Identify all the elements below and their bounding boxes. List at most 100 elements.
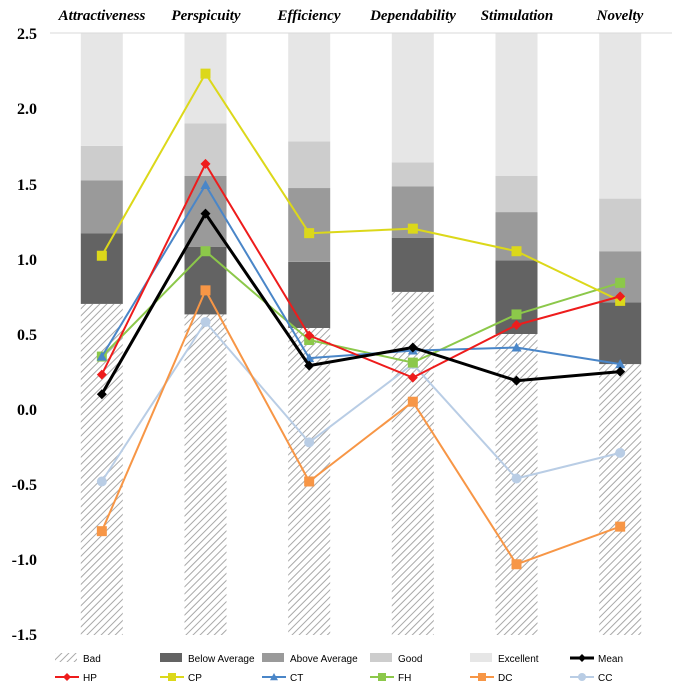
legend-item-ct: CT — [262, 673, 303, 684]
data-point — [511, 342, 522, 352]
data-point — [407, 223, 418, 234]
category-label: Novelty — [596, 8, 644, 24]
series-line-cc — [100, 321, 621, 483]
data-point — [407, 342, 418, 353]
data-point — [304, 228, 315, 239]
data-point — [304, 360, 315, 371]
data-point — [615, 277, 626, 288]
y-tick-label: -1.5 — [12, 627, 37, 644]
legend-label: Above Average — [290, 654, 358, 665]
legend-label: CT — [290, 673, 303, 684]
bar-good — [391, 162, 434, 187]
bar-excellent — [80, 33, 123, 146]
legend-item-cp: CP — [160, 673, 202, 684]
y-tick-label: 2.5 — [17, 26, 37, 43]
legend-item-hp: HP — [55, 673, 97, 684]
legend-item-dc: DC — [470, 673, 512, 684]
data-point — [407, 372, 418, 383]
category-label: Stimulation — [481, 8, 554, 24]
data-point — [478, 673, 486, 681]
legend-label: FH — [398, 673, 411, 684]
data-point — [168, 673, 176, 681]
data-point — [96, 369, 107, 380]
legend-label: Mean — [598, 654, 623, 665]
data-point — [615, 447, 626, 458]
data-point — [200, 246, 211, 257]
category-label: Dependability — [369, 8, 456, 24]
data-point — [615, 359, 626, 369]
legend-label: Bad — [83, 654, 101, 665]
y-axis: 2.5 2.0 1.5 1.0 0.5 0.0 -0.5 -1.0 -1.5 — [12, 26, 37, 644]
bar-excellent — [495, 33, 538, 176]
data-point — [511, 375, 522, 386]
bar-good — [80, 145, 123, 181]
data-point — [63, 673, 71, 681]
data-point — [96, 526, 107, 537]
legend-swatch — [262, 653, 284, 662]
data-point — [578, 654, 586, 662]
data-point — [270, 673, 278, 681]
data-point — [511, 309, 522, 320]
bar-above-average — [80, 180, 123, 234]
legend-item-bad: Bad — [55, 653, 101, 665]
data-point — [407, 357, 418, 368]
legend-label: HP — [83, 673, 97, 684]
series-line-fh — [101, 250, 621, 364]
data-point — [578, 673, 586, 681]
legend-label: Below Average — [188, 654, 255, 665]
legend: Bad Below Average Above Average Good Excelle… — [55, 653, 623, 684]
category-label: Attractiveness — [58, 8, 146, 24]
data-point — [96, 389, 107, 400]
y-tick-label: 1.0 — [17, 252, 37, 269]
bar-good — [495, 176, 538, 213]
legend-item-above-average: Above Average — [262, 653, 358, 665]
bar-below-average — [80, 233, 123, 304]
data-point — [511, 559, 522, 570]
bar-below-average — [184, 246, 227, 315]
bar-below-average — [391, 237, 434, 292]
data-point — [407, 396, 418, 407]
bar-excellent — [288, 33, 331, 142]
legend-item-good: Good — [370, 653, 422, 665]
bar-excellent — [391, 33, 434, 163]
series-line-ct — [100, 184, 621, 366]
data-point — [615, 291, 626, 302]
y-tick-label: 0.5 — [17, 327, 37, 344]
category-labels: Attractiveness Perspicuity Efficiency De… — [58, 8, 644, 24]
legend-label: Good — [398, 654, 422, 665]
data-point — [511, 319, 522, 330]
category-label: Perspicuity — [171, 8, 240, 24]
y-tick-label: 0.0 — [17, 402, 37, 419]
legend-swatch — [470, 653, 492, 662]
data-point — [615, 521, 626, 532]
data-point — [200, 316, 211, 327]
data-point — [511, 473, 522, 484]
bar-good — [599, 198, 642, 252]
y-tick-label: -1.0 — [12, 552, 37, 569]
series-line-mean — [100, 212, 621, 395]
legend-label: DC — [498, 673, 512, 684]
legend-item-cc: CC — [570, 673, 612, 684]
data-point — [304, 476, 315, 487]
data-point — [96, 476, 107, 487]
data-point — [200, 180, 211, 190]
category-label: Efficiency — [276, 8, 340, 24]
benchmark-bars — [80, 33, 642, 635]
data-point — [378, 673, 386, 681]
data-point — [96, 351, 107, 361]
y-tick-label: -0.5 — [12, 477, 37, 494]
legend-item-excellent: Excellent — [470, 653, 539, 665]
bar-bad — [599, 364, 642, 635]
data-point — [96, 250, 107, 261]
legend-item-mean: Mean — [570, 654, 623, 665]
data-point — [200, 208, 211, 219]
bar-above-average — [288, 188, 331, 262]
data-point — [200, 285, 211, 296]
legend-label: CP — [188, 673, 202, 684]
series-line-hp — [100, 162, 621, 379]
legend-label: Excellent — [498, 654, 539, 665]
legend-swatch — [160, 653, 182, 662]
legend-item-fh: FH — [370, 673, 411, 684]
data-point — [200, 158, 211, 169]
